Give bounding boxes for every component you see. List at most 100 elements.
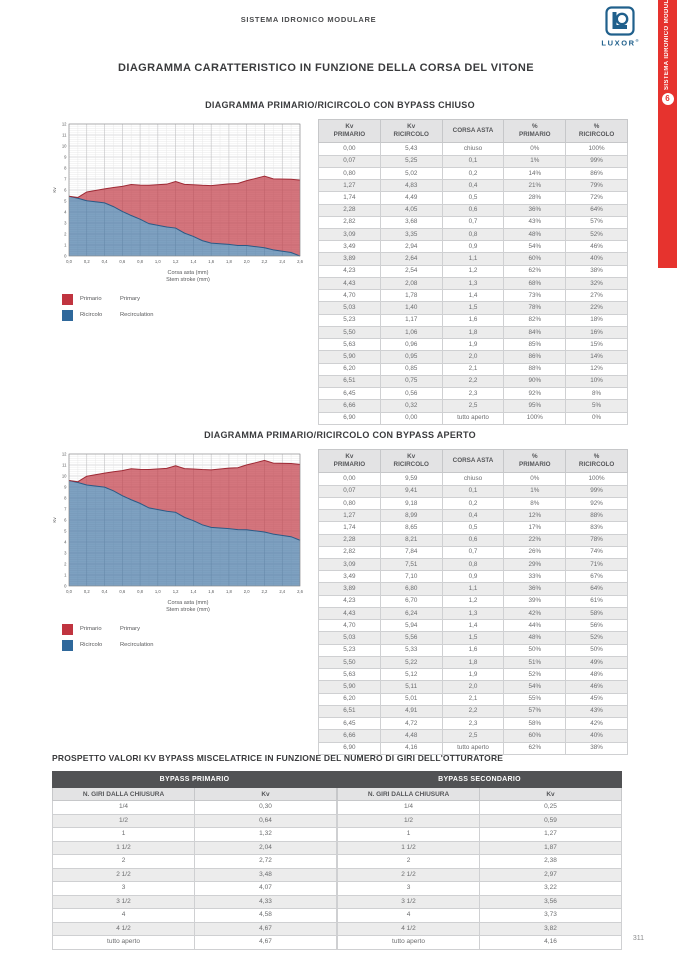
col-giri: N. GIRI DALLA CHIUSURA (52, 787, 195, 801)
col-corsa-asta: CORSA ASTA (441, 118, 505, 144)
table-row: 2,82 3,68 0,7 43% 57% (318, 215, 628, 229)
table-cell: 0,7 (441, 215, 505, 229)
bypass-secondario-table: BYPASS SECONDARIO N. GIRI DALLA CHIUSURA… (337, 771, 622, 950)
table-cell: 2,5 (441, 729, 505, 743)
svg-text:0,6: 0,6 (119, 259, 125, 264)
table-cell: chiuso (441, 472, 505, 486)
table-cell: 100% (503, 411, 567, 425)
table-cell: 2,38 (479, 854, 622, 869)
table-row: 6,90 4,16 tutto aperto 62% 38% (318, 741, 628, 755)
table-cell: 2,64 (379, 252, 443, 266)
table-row: 5,63 0,96 1,9 85% 15% (318, 338, 628, 352)
svg-text:10: 10 (62, 144, 67, 149)
table-cell: 86% (503, 350, 567, 364)
table-cell: 84% (503, 325, 567, 340)
table-row: 2 1/2 3,48 (52, 867, 337, 882)
table-row: 5,23 1,17 1,6 82% 18% (318, 313, 628, 327)
table-row: 3,49 7,10 0,9 33% 67% (318, 570, 628, 584)
table-cell: 5,94 (379, 619, 443, 633)
svg-text:11: 11 (62, 463, 67, 468)
table-cell: 1,27 (318, 179, 381, 193)
svg-text:0,2: 0,2 (84, 259, 90, 264)
section-bypass-aperto: DIAGRAMMA PRIMARIO/RICIRCOLO CON BYPASS … (52, 430, 628, 755)
table-cell: 2,08 (379, 276, 443, 291)
table-cell: 6,70 (379, 594, 443, 608)
table-cell: 10% (565, 374, 628, 389)
table-cell: 3 (337, 881, 480, 896)
table-cell: 0,32 (379, 399, 443, 413)
table-cell: 0,96 (379, 338, 443, 352)
table-cell: 40% (565, 729, 628, 743)
table-cell: 2 1/2 (52, 867, 195, 882)
table-cell: 5% (565, 399, 628, 413)
table-cell: 92% (503, 387, 567, 401)
table-cell: 1,8 (441, 655, 505, 670)
table-cell: 16% (565, 325, 628, 340)
table-cell: 4,43 (318, 276, 381, 291)
table-cell: 3,89 (318, 252, 381, 266)
table-row: 3,49 2,94 0,9 54% 46% (318, 240, 628, 254)
table-cell: 4,70 (318, 619, 381, 633)
table-cell: 6,51 (318, 704, 381, 719)
table-cell: 2,3 (441, 717, 505, 731)
table-cell: 48% (503, 631, 567, 645)
table-cell: 5,43 (379, 142, 443, 156)
table-cell: 5,50 (318, 325, 381, 340)
table-cell: 1,4 (441, 289, 505, 303)
table-cell: 3,09 (318, 557, 381, 572)
svg-text:2,4: 2,4 (279, 589, 285, 594)
table-row: 5,63 5,12 1,9 52% 48% (318, 668, 628, 682)
svg-text:9: 9 (64, 485, 67, 490)
table-cell: 5,12 (379, 668, 443, 682)
table-cell: 5,23 (318, 313, 381, 327)
table-cell: 0,4 (441, 179, 505, 193)
table-cell: 95% (503, 399, 567, 413)
table-cell: 18% (565, 313, 628, 327)
table-cell: 5,02 (379, 166, 443, 181)
table-cell: 71% (565, 557, 628, 572)
table-cell: 2,5 (441, 399, 505, 413)
svg-text:5: 5 (64, 199, 67, 204)
table-cell: 43% (503, 215, 567, 229)
svg-text:2,0: 2,0 (244, 589, 250, 594)
table-cell: 5,03 (318, 631, 381, 645)
table-cell: 0,5 (441, 521, 505, 535)
table-row: 2,82 7,84 0,7 26% 74% (318, 545, 628, 559)
bypass-tables: BYPASS PRIMARIO N. GIRI DALLA CHIUSURA K… (52, 771, 622, 950)
svg-text:1,4: 1,4 (190, 589, 196, 594)
section-title-bypass-aperto: DIAGRAMMA PRIMARIO/RICIRCOLO CON BYPASS … (204, 430, 476, 440)
table-cell: 60% (503, 252, 567, 266)
table-header: Kv PRIMARIO Kv RICIRCOLO CORSA ASTA % PR… (318, 118, 628, 144)
table-cell: 4,16 (479, 935, 622, 950)
table-row: 4,70 1,78 1,4 73% 27% (318, 289, 628, 303)
table-row: 1,27 8,99 0,4 12% 88% (318, 509, 628, 523)
table-cell: 48% (503, 227, 567, 242)
table-row: 5,90 0,95 2,0 86% 14% (318, 350, 628, 364)
table-cell: 4,05 (379, 203, 443, 217)
chapter-side-band: SISTEMA IDRONICO MODULARE 6 (658, 0, 677, 268)
table-row: 0,80 9,18 0,2 8% 92% (318, 496, 628, 511)
table-cell: 2,3 (441, 387, 505, 401)
table-cell: 1,87 (479, 840, 622, 855)
table-cell: 2,1 (441, 362, 505, 376)
side-band-label: SISTEMA IDRONICO MODULARE (664, 0, 670, 90)
table-cell: 29% (503, 557, 567, 572)
table-cell: 79% (565, 179, 628, 193)
table-cell: 0,00 (318, 142, 381, 156)
table-cell: 99% (565, 484, 628, 498)
table-cell: 6,24 (379, 606, 443, 621)
table-cell: 0,75 (379, 374, 443, 389)
table-cell: chiuso (441, 142, 505, 156)
table-cell: 1,27 (318, 509, 381, 523)
table-cell: 3,49 (318, 570, 381, 584)
brand-name: LUXOR® (601, 38, 639, 48)
table-cell: 54% (503, 680, 567, 694)
table-cell: 5,63 (318, 338, 381, 352)
table-cell: 3,22 (479, 881, 622, 896)
table-cell: 5,22 (379, 655, 443, 670)
table-cell: 9,18 (379, 496, 443, 511)
table-cell: 6,20 (318, 692, 381, 706)
table-cell: 4,67 (194, 935, 337, 950)
